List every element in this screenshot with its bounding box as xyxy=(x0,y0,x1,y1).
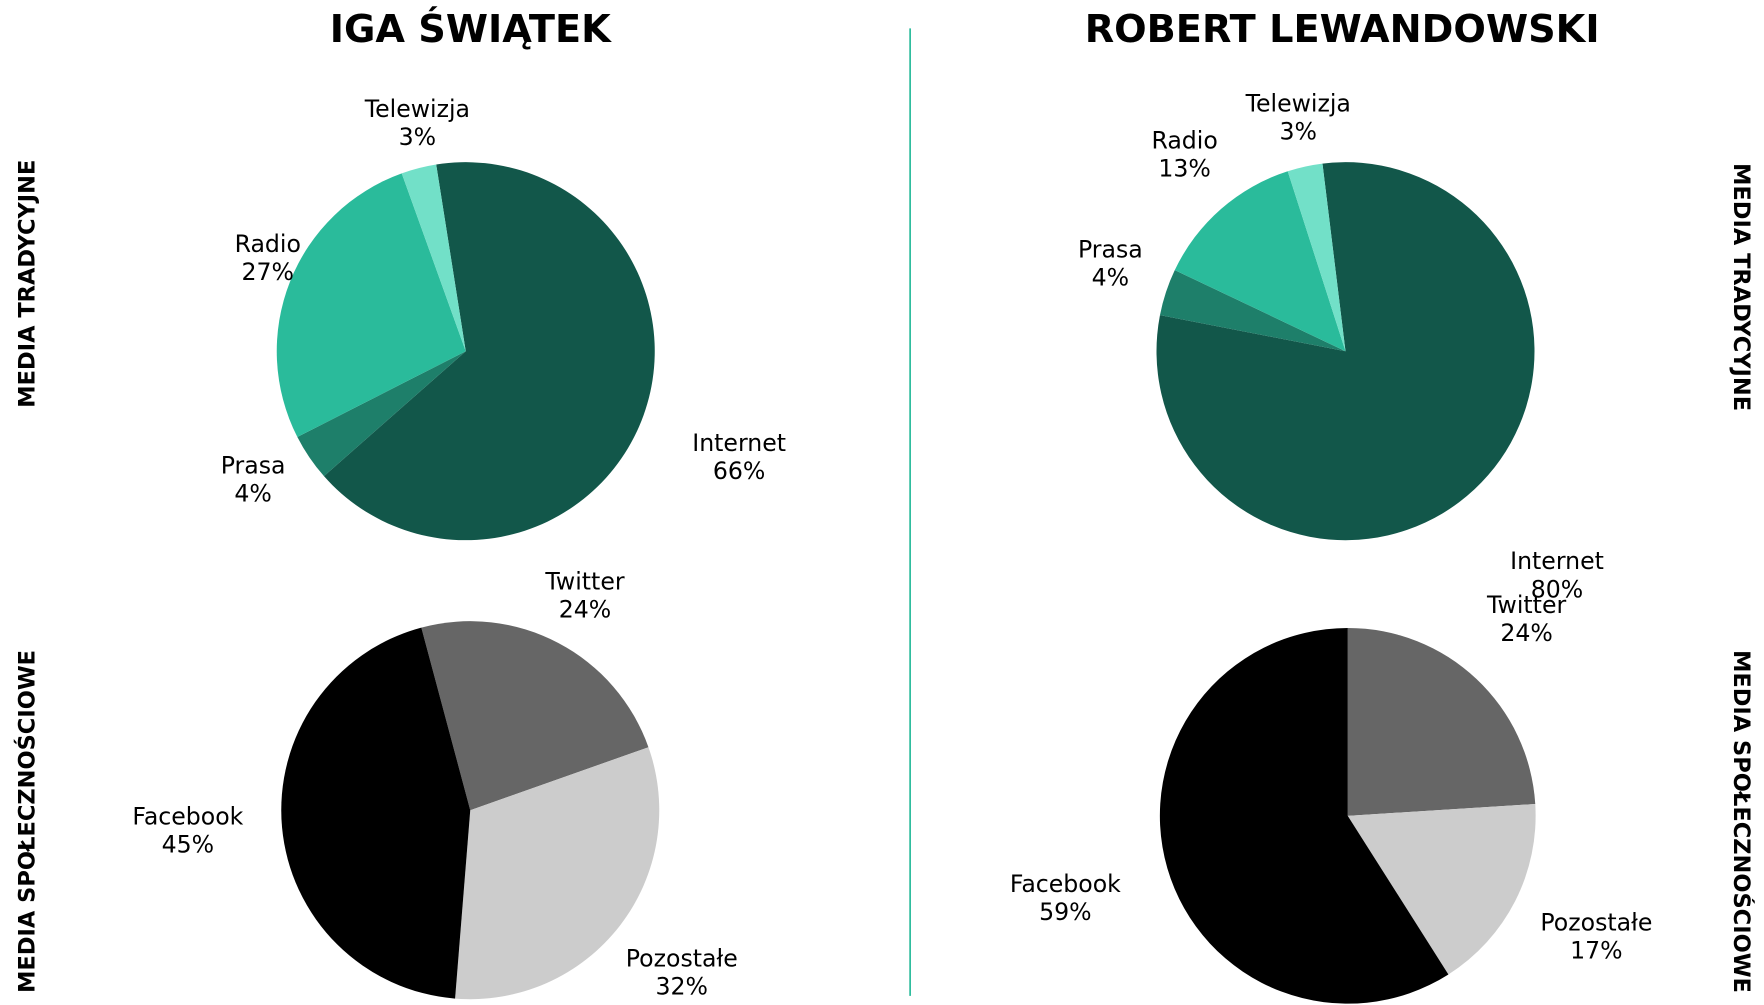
slice-label: Internet xyxy=(692,429,786,457)
slice-label: Pozostałe xyxy=(626,944,738,972)
pie-slice xyxy=(401,164,466,352)
title: IGA ŚWIĄTEK xyxy=(330,5,612,52)
pie-slice xyxy=(1159,270,1346,352)
slice-value: 24% xyxy=(559,596,611,624)
pie-slice xyxy=(1159,627,1449,1004)
slice-value: 4% xyxy=(234,480,271,508)
slice-label: Telewizja xyxy=(1245,89,1351,117)
row-label: MEDIA TRADYCYJNE xyxy=(15,160,41,408)
row-label: MEDIA SPOŁECZNOŚCIOWE xyxy=(13,650,41,993)
row-label: MEDIA SPOŁECZNOŚCIOWE xyxy=(1728,650,1756,993)
pie-slice xyxy=(276,173,466,437)
slice-label: Pozostałe xyxy=(1540,908,1652,936)
title: ROBERT LEWANDOWSKI xyxy=(1085,7,1600,52)
slice-label: Prasa xyxy=(1078,236,1143,264)
pie-slice xyxy=(1174,171,1346,352)
slice-value: 27% xyxy=(242,258,294,286)
slice-label: Prasa xyxy=(221,452,286,480)
slice-label: Twitter xyxy=(544,567,624,595)
slice-label: Radio xyxy=(1151,126,1217,154)
slice-value: 3% xyxy=(399,123,436,151)
pie-slice xyxy=(281,627,471,999)
slice-value: 80% xyxy=(1531,575,1583,603)
pie-slice xyxy=(1347,627,1536,816)
slice-value: 45% xyxy=(162,831,214,859)
slice-label: Internet xyxy=(1510,547,1604,575)
pie-slice xyxy=(297,351,466,477)
slice-value: 66% xyxy=(713,457,765,485)
slice-value: 4% xyxy=(1092,264,1129,292)
pie-slice xyxy=(421,621,649,811)
slice-value: 24% xyxy=(1500,619,1552,647)
slice-value: 13% xyxy=(1158,155,1210,183)
row-label: MEDIA TRADYCYJNE xyxy=(1728,163,1754,411)
slice-label: Telewizja xyxy=(364,95,470,123)
pie-slice xyxy=(1156,162,1535,541)
slice-value: 3% xyxy=(1280,117,1317,145)
pie-slice xyxy=(323,162,655,541)
slice-label: Twitter xyxy=(1486,591,1566,619)
slice-value: 32% xyxy=(656,972,708,1000)
slice-value: 59% xyxy=(1039,898,1091,926)
slice-label: Radio xyxy=(235,230,301,258)
pie-slice xyxy=(1347,804,1536,975)
pie-slice xyxy=(1287,163,1346,352)
slice-label: Facebook xyxy=(132,803,243,831)
slice-label: Facebook xyxy=(1010,870,1121,898)
pie-slice xyxy=(455,747,660,1000)
slice-value: 17% xyxy=(1570,936,1622,964)
